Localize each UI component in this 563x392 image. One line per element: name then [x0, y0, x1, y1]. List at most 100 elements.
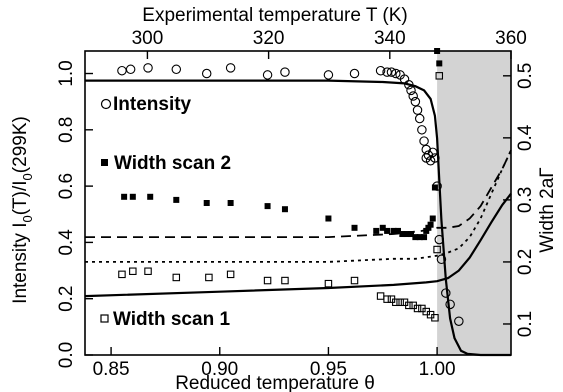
intensity-point	[434, 234, 445, 245]
y-tick-label-left: 0.8	[56, 117, 77, 143]
y-tick-label-right: 0.2	[515, 249, 536, 275]
width-scan-2-point	[379, 224, 386, 231]
y-tick-label-left: 0.4	[56, 229, 77, 256]
top-axis-title: Experimental temperature T (K)	[142, 5, 407, 26]
width-scan-2-point	[390, 227, 397, 234]
width-scan-2-point	[416, 234, 423, 241]
width-scan-1-point	[376, 292, 385, 300]
legend-marker-width-scan-1	[100, 314, 109, 323]
intensity-point	[417, 125, 427, 135]
legend-label-intensity: Intensity	[113, 94, 192, 115]
x-tick-label-top: 360	[495, 28, 527, 49]
legend-label-width-scan-2: Width scan 2	[114, 153, 231, 174]
width-scan-2-point	[429, 215, 436, 222]
y-tick-label-right: 0.5	[515, 63, 536, 89]
intensity-point	[201, 68, 212, 79]
axis-ticks	[85, 51, 512, 356]
fit-curves	[84, 79, 512, 357]
y-tick-label-left: 0.0	[56, 342, 77, 368]
intensity-point	[117, 65, 127, 76]
width-scan-1-point	[129, 267, 137, 275]
intensity-point	[441, 288, 451, 298]
width-scan-1-point	[392, 298, 400, 307]
width-scan-2-point	[384, 227, 391, 234]
intensity-point	[375, 65, 386, 76]
width-scan-2-point	[129, 193, 136, 200]
plot-frame	[84, 50, 512, 356]
x-tick-label-top: 340	[374, 28, 406, 49]
width-scan-2-point	[264, 203, 271, 210]
legend-marker-intensity	[100, 98, 112, 110]
y-tick-label-right: 0.4	[515, 124, 536, 151]
y-tick-label-right: 0.1	[515, 311, 536, 337]
x-tick-label-bottom: 0.95	[310, 359, 347, 380]
legend-label-width-scan-1: Width scan 1	[113, 309, 230, 330]
legend: Intensity Width scan 2 Width scan 1	[100, 94, 231, 330]
intensity-point	[225, 63, 236, 73]
intensity-point	[323, 70, 334, 80]
tick-labels: 0.85 0.90 0.95 1.00 300 320 340 360 0.0 0.2 0.4 0.6…	[56, 28, 536, 380]
y-tick-label-left: 1.0	[56, 60, 77, 86]
width-scan-2-point	[431, 184, 438, 191]
width-scan-2-point	[325, 215, 332, 222]
y-tick-label-left: 0.2	[56, 285, 77, 311]
x-tick-label-top: 300	[132, 28, 164, 49]
intensity-point	[143, 63, 153, 73]
data-markers	[117, 48, 464, 326]
width-scan-2-point	[403, 231, 410, 238]
width-scan-2-point	[425, 224, 432, 231]
width-scan-1-point	[205, 273, 213, 282]
intensity-point	[391, 68, 401, 79]
intensity-point	[454, 316, 464, 326]
right-axis-title: Width 2aΓ	[537, 167, 558, 252]
width-scan-2-point	[423, 227, 430, 234]
width-scan-2-point	[121, 193, 128, 200]
width-scan-1-point	[350, 276, 359, 285]
legend-marker-width-scan-2	[101, 159, 108, 166]
width-scan-1-point	[413, 304, 422, 313]
intensity-point	[408, 91, 418, 101]
intensity-point	[410, 96, 421, 107]
x-tick-label-bottom: 1.00	[419, 359, 456, 380]
x-tick-label-bottom: 0.90	[201, 359, 238, 380]
width-scan-1-point	[281, 276, 289, 285]
width-scan-2-point	[421, 234, 428, 241]
width-scan-1-point	[396, 298, 404, 307]
intensity-point	[414, 113, 425, 124]
width-scan-1-point	[118, 270, 126, 279]
width-scan-2-point	[203, 200, 210, 206]
width-scan-1-point	[263, 276, 272, 285]
fit-curve-solid-left	[85, 79, 511, 357]
intensity-point	[262, 70, 273, 80]
intensity-point	[125, 64, 136, 75]
width-scan-1-point	[431, 314, 439, 322]
width-scan-2-point	[408, 231, 415, 238]
intensity-point	[404, 80, 414, 90]
width-scan-2-point	[412, 234, 419, 241]
intensity-point	[412, 105, 423, 115]
width-scan-1-point	[324, 279, 333, 288]
width-scan-2-point	[147, 193, 154, 200]
intensity-point	[436, 254, 447, 265]
width-scan-2-point	[427, 221, 434, 228]
intensity-point	[445, 299, 455, 310]
fit-curve-solid-right	[84, 193, 512, 298]
intensity-point	[430, 153, 440, 163]
width-scan-1-point	[435, 72, 444, 80]
width-scan-2-point	[351, 224, 358, 231]
width-scan-2-point	[399, 231, 406, 238]
width-scan-1-point	[383, 295, 391, 303]
intensity-point	[171, 64, 182, 75]
intensity-point	[386, 67, 397, 77]
intensity-point	[419, 136, 429, 146]
bottom-axis-title: Reduced temperature θ	[175, 373, 375, 392]
x-tick-label-bottom: 0.85	[93, 359, 130, 380]
fit-curve-dashed-right	[85, 149, 512, 238]
intensity-point	[428, 147, 438, 158]
intensity-point	[280, 67, 290, 77]
width-scan-1-point	[433, 245, 441, 254]
width-scan-1-point	[144, 267, 152, 275]
width-scan-1-point	[226, 270, 235, 279]
left-axis-title: Intensity I0(T)/I0(299K)	[10, 116, 35, 304]
